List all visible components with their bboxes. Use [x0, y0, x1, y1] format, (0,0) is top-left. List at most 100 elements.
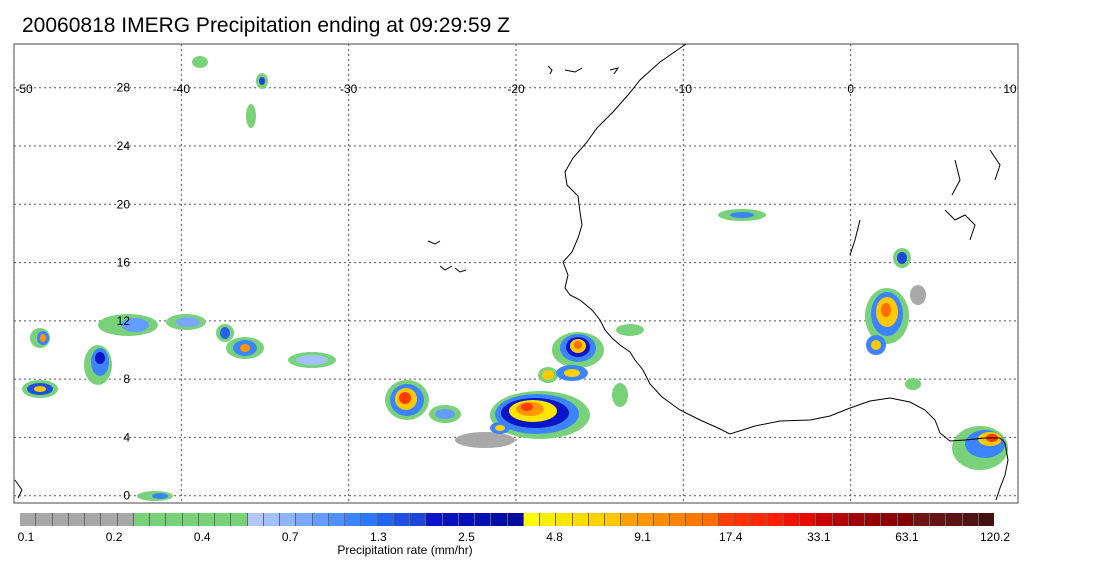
colorbar-swatch [263, 513, 280, 526]
colorbar-swatch [475, 513, 492, 526]
colorbar-swatch [897, 513, 914, 526]
rain-cell [288, 352, 336, 368]
colorbar-label: 17.4 [719, 530, 743, 544]
colorbar-swatch [133, 513, 150, 526]
gridlines [13, 44, 1019, 503]
colorbar-label: 2.5 [458, 530, 475, 544]
colorbar-swatch [540, 513, 557, 526]
colorbar-swatch [280, 513, 297, 526]
colorbar-swatch [637, 513, 654, 526]
colorbar [20, 513, 994, 526]
colorbar-swatch [621, 513, 638, 526]
longitude-tick-label: 0 [847, 82, 854, 96]
colorbar-label: 9.1 [634, 530, 651, 544]
rain-cell [616, 324, 644, 336]
latitude-tick-label: 28 [117, 81, 131, 95]
colorbar-swatch [410, 513, 427, 526]
colorbar-label: 1.3 [370, 530, 387, 544]
colorbar-swatch [800, 513, 817, 526]
colorbar-swatch [393, 513, 410, 526]
rain-cell [612, 383, 628, 407]
rain-cell [98, 314, 158, 336]
rain-cell [429, 405, 461, 423]
colorbar-swatch [52, 513, 69, 526]
colorbar-swatch [686, 513, 703, 526]
colorbar-swatch [946, 513, 963, 526]
colorbar-swatch [588, 513, 605, 526]
rain-cell [455, 432, 515, 448]
latitude-tick-label: 20 [117, 197, 131, 211]
colorbar-swatch [962, 513, 979, 526]
colorbar-label: 0.4 [193, 530, 211, 544]
colorbar-swatch [507, 513, 524, 526]
colorbar-swatch [328, 513, 345, 526]
colorbar-swatch [442, 513, 459, 526]
colorbar-label: 0.2 [105, 530, 123, 544]
colorbar-swatch [718, 513, 735, 526]
rain-cell [256, 73, 268, 89]
colorbar-swatch [832, 513, 849, 526]
colorbar-swatch [296, 513, 313, 526]
colorbar-swatch [101, 513, 118, 526]
rain-cell [490, 391, 590, 439]
longitude-tick-label: -30 [340, 82, 358, 96]
rain-cell [552, 332, 604, 368]
colorbar-swatch [865, 513, 882, 526]
latitude-tick-label: 16 [117, 256, 131, 270]
colorbar-swatch [767, 513, 784, 526]
colorbar-label: 120.2 [979, 530, 1011, 544]
colorbar-swatch [491, 513, 508, 526]
colorbar-swatch [247, 513, 264, 526]
rain-cell [490, 422, 510, 434]
colorbar-swatch [182, 513, 199, 526]
rain-cell [22, 380, 58, 398]
colorbar-swatch [605, 513, 622, 526]
rain-cell [910, 285, 926, 305]
colorbar-swatch [36, 513, 53, 526]
latitude-tick-label: 8 [123, 372, 130, 386]
colorbar-swatch [735, 513, 752, 526]
colorbar-swatch [881, 513, 898, 526]
colorbar-swatch [85, 513, 102, 526]
coastline [14, 43, 1009, 501]
rain-cell [866, 335, 886, 355]
longitude-tick-label: 10 [1003, 82, 1017, 96]
colorbar-swatch [20, 513, 37, 526]
latitude-tick-label: 12 [117, 314, 131, 328]
colorbar-swatch [572, 513, 589, 526]
colorbar-swatch [117, 513, 134, 526]
rain-cell [216, 324, 234, 342]
latitude-tick-label: 4 [123, 430, 130, 444]
colorbar-swatch [556, 513, 573, 526]
latitude-tick-label: 24 [117, 139, 131, 153]
colorbar-swatch [751, 513, 768, 526]
colorbar-label: 63.1 [895, 530, 919, 544]
rain-cell [718, 209, 766, 221]
colorbar-swatch [978, 513, 994, 526]
rain-cell [905, 378, 921, 390]
longitude-tick-label: -20 [507, 82, 525, 96]
rain-cell [192, 56, 208, 68]
colorbar-swatch [198, 513, 215, 526]
precipitation-map: -50 -40 -30 -20 -10 0 10 0 4 8 12 16 20 24 28 [13, 43, 1019, 504]
colorbar-title: Precipitation rate (mm/hr) [337, 543, 473, 557]
precipitation-cells [22, 56, 1008, 501]
rain-cell [538, 367, 558, 383]
rain-cell [385, 380, 429, 420]
colorbar-swatch [930, 513, 947, 526]
longitude-tick-label: -40 [173, 82, 191, 96]
rain-cell [137, 491, 173, 501]
colorbar-swatch [231, 513, 248, 526]
colorbar-swatch [848, 513, 865, 526]
rain-cell [226, 337, 264, 359]
colorbar-swatch [361, 513, 378, 526]
rain-cell [893, 248, 911, 268]
rain-cell [30, 328, 50, 348]
colorbar-swatch [312, 513, 329, 526]
rain-cell [865, 288, 909, 344]
colorbar-swatch [783, 513, 800, 526]
colorbar-swatch [377, 513, 394, 526]
rain-cell [84, 345, 112, 385]
colorbar-swatch [345, 513, 362, 526]
map-title: 20060818 IMERG Precipitation ending at 0… [22, 14, 510, 37]
